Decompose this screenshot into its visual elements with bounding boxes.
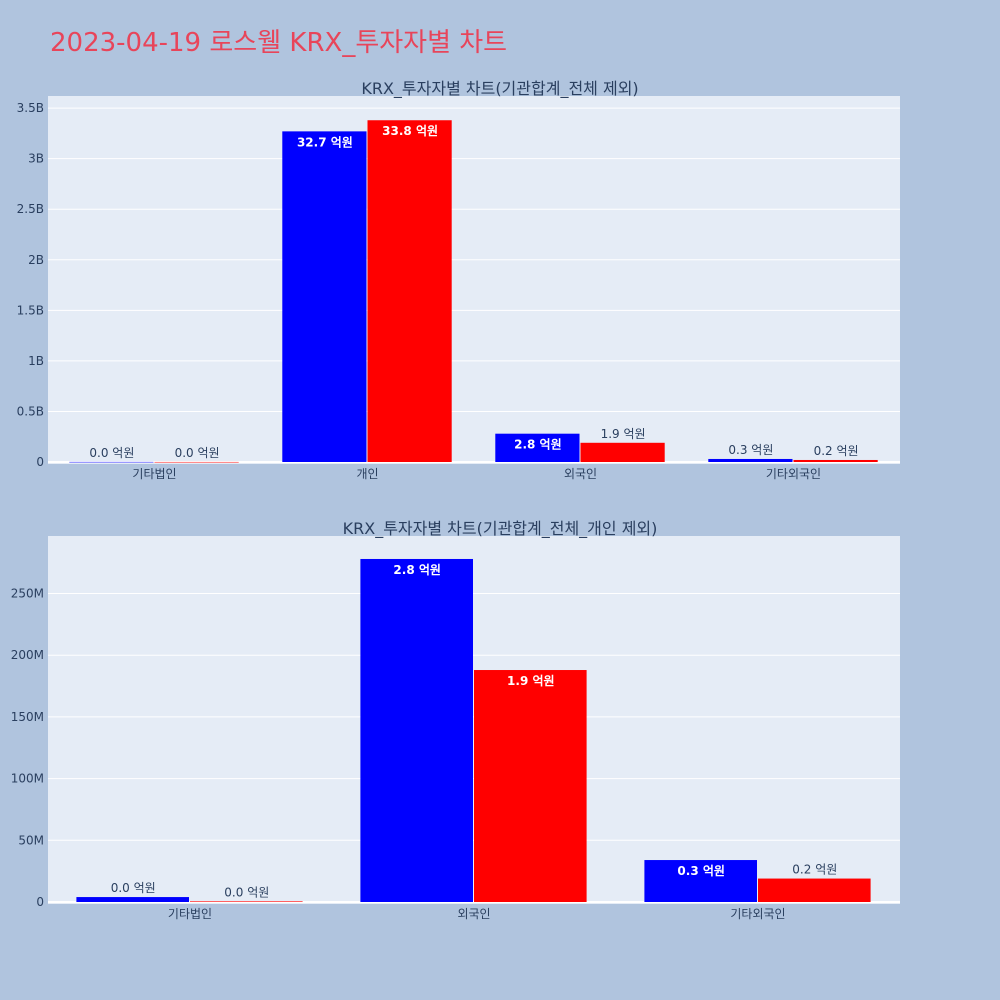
x-tick-label: 기타법인 — [132, 467, 176, 480]
x-tick-label: 기타외국인 — [730, 907, 785, 920]
data-label: 1.9 억원 — [507, 674, 555, 688]
data-label: 2.8 억원 — [514, 438, 562, 452]
data-label: 32.7 억원 — [297, 135, 353, 149]
y-tick-label: 3.5B — [17, 101, 44, 115]
bar — [69, 461, 154, 463]
data-label: 33.8 억원 — [382, 124, 438, 138]
data-label: 0.3 억원 — [677, 864, 725, 878]
x-tick-label: 외국인 — [457, 907, 490, 920]
bar — [282, 131, 367, 462]
data-label: 2.8 억원 — [393, 563, 441, 577]
data-label: 0.2 억원 — [814, 444, 859, 458]
bar — [154, 461, 239, 463]
chart-subtitle: KRX_투자자별 차트(기관합계_전체_개인 제외) — [343, 519, 658, 539]
bar — [360, 558, 473, 902]
data-label: 0.3 억원 — [728, 443, 773, 457]
y-tick-label: 3B — [28, 152, 44, 166]
bar — [76, 897, 189, 902]
bar — [580, 442, 665, 462]
y-tick-label: 1.5B — [17, 303, 44, 317]
y-tick-label: 0 — [36, 455, 44, 469]
y-tick-label: 1B — [28, 354, 44, 368]
bar — [758, 878, 871, 902]
chart-bottom: KRX_투자자별 차트(기관합계_전체_개인 제외) 0 50M 100M 150M 20… — [11, 519, 900, 920]
data-label: 0.0 억원 — [89, 446, 134, 460]
plot-area — [48, 96, 900, 464]
bar — [190, 901, 303, 902]
x-tick-label: 외국인 — [564, 467, 597, 480]
data-label: 0.0 억원 — [175, 446, 220, 460]
bar — [367, 120, 452, 462]
data-label: 0.2 억원 — [792, 863, 837, 877]
bar — [644, 860, 757, 902]
y-tick-label: 0 — [36, 895, 44, 909]
bar — [474, 670, 587, 902]
chart-subtitle: KRX_투자자별 차트(기관합계_전체 제외) — [361, 79, 638, 99]
bar — [495, 433, 580, 462]
x-tick-label: 기타법인 — [168, 907, 212, 920]
data-label: 1.9 억원 — [601, 427, 646, 441]
y-tick-label: 2B — [28, 253, 44, 267]
bar — [793, 459, 878, 462]
x-tick-label: 개인 — [356, 467, 378, 480]
y-tick-label: 100M — [11, 772, 44, 786]
data-label: 0.0 억원 — [111, 881, 156, 895]
y-tick-label: 250M — [11, 587, 44, 601]
y-tick-label: 200M — [11, 648, 44, 662]
bar — [708, 458, 793, 462]
page-title: 2023-04-19 로스웰 KRX_투자자별 차트 — [50, 28, 508, 58]
y-tick-label: 150M — [11, 710, 44, 724]
chart-top: KRX_투자자별 차트(기관합계_전체 제외) 0 0.5B 1B 1.5B 2B 2.5B… — [17, 79, 900, 480]
y-tick-label: 0.5B — [17, 404, 44, 418]
data-label: 0.0 억원 — [224, 885, 269, 899]
y-tick-label: 2.5B — [17, 202, 44, 216]
y-tick-label: 50M — [18, 833, 44, 847]
x-tick-label: 기타외국인 — [766, 467, 821, 480]
